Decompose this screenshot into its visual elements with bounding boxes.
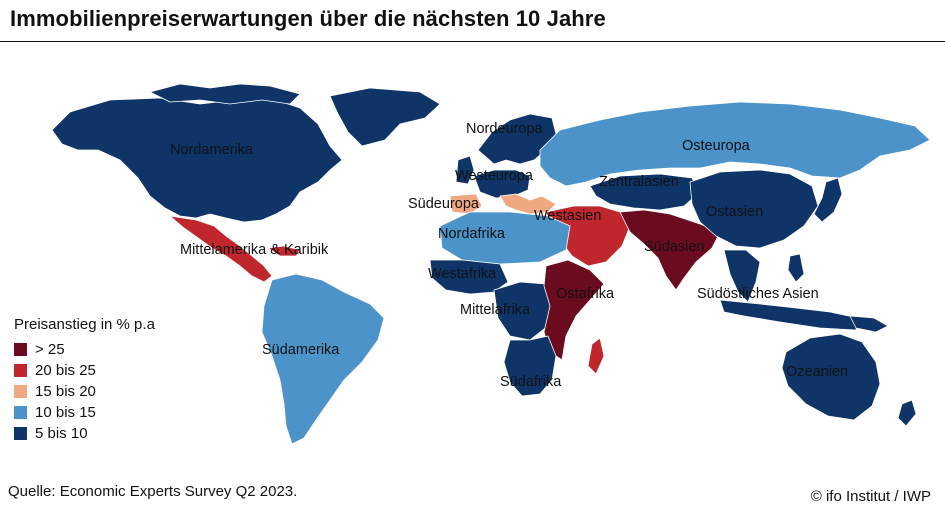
label-mittelamerika: Mittelamerika & Karibik <box>180 242 329 258</box>
legend-item: > 25 <box>14 339 155 360</box>
legend-label: 5 bis 10 <box>35 425 88 442</box>
region-greenland[interactable] <box>329 87 441 147</box>
page-title: Immobilienpreiserwartungen über die näch… <box>10 6 606 31</box>
legend-swatch <box>14 343 27 356</box>
world-map: Nordamerika Mittelamerika & Karibik Süda… <box>51 83 931 445</box>
source-note: Quelle: Economic Experts Survey Q2 2023. <box>8 483 298 500</box>
label-suedeuropa: Südeuropa <box>408 196 480 212</box>
region-westeuropa[interactable] <box>473 169 531 199</box>
region-osteuropa[interactable] <box>539 101 931 187</box>
region-japan[interactable] <box>813 177 843 223</box>
region-suedafrika[interactable] <box>503 335 557 397</box>
region-suedasien[interactable] <box>619 209 721 291</box>
label-nordeuropa: Nordeuropa <box>466 121 544 137</box>
region-ostasien[interactable] <box>689 169 819 249</box>
label-ozeanien: Ozeanien <box>786 364 848 380</box>
region-zentralasien[interactable] <box>589 173 701 211</box>
region-mittelamerika[interactable] <box>169 215 273 283</box>
region-suedeuropa[interactable] <box>499 193 557 215</box>
legend-swatch <box>14 427 27 440</box>
region-arctic-islands[interactable] <box>149 83 301 105</box>
legend-label: 20 bis 25 <box>35 362 96 379</box>
legend-title: Preisanstieg in % p.a <box>14 316 155 333</box>
legend-label: 10 bis 15 <box>35 404 96 421</box>
region-suedeuropa-iberia[interactable] <box>449 193 483 215</box>
region-caribbean[interactable] <box>267 245 301 257</box>
copyright-note: © ifo Institut / IWP <box>810 488 931 505</box>
label-suedasien: Südasien <box>644 239 704 255</box>
label-suedamerika: Südamerika <box>262 342 340 358</box>
legend-item: 10 bis 15 <box>14 402 155 423</box>
label-nordafrika: Nordafrika <box>438 226 506 242</box>
region-suedostasien-islands[interactable] <box>719 299 859 331</box>
label-suedafrika: Südafrika <box>500 374 562 390</box>
legend-label: > 25 <box>35 341 65 358</box>
region-nordafrika[interactable] <box>439 211 571 265</box>
legend-swatch <box>14 364 27 377</box>
label-suedostasien: Südöstliches Asien <box>697 286 819 302</box>
label-zentralasien: Zentralasien <box>599 174 679 190</box>
label-osteuropa: Osteuropa <box>682 138 751 154</box>
label-ostasien: Ostasien <box>706 204 763 220</box>
region-new-zealand[interactable] <box>897 399 917 427</box>
region-ozeanien[interactable] <box>781 333 881 421</box>
legend-item: 15 bis 20 <box>14 381 155 402</box>
legend-swatch <box>14 385 27 398</box>
label-westasien: Westasien <box>534 208 601 224</box>
legend-label: 15 bis 20 <box>35 383 96 400</box>
label-nordamerika: Nordamerika <box>170 142 254 158</box>
region-ostafrika[interactable] <box>543 259 605 361</box>
region-philippines[interactable] <box>787 253 805 283</box>
region-uk-ireland[interactable] <box>455 155 475 185</box>
legend-item: 20 bis 25 <box>14 360 155 381</box>
region-suedamerika[interactable] <box>261 273 385 445</box>
legend-item: 5 bis 10 <box>14 423 155 444</box>
label-westeuropa: Westeuropa <box>455 168 534 184</box>
label-mittelafrika: Mittelafrika <box>460 302 531 318</box>
region-madagascar[interactable] <box>587 337 605 375</box>
region-suedostasien[interactable] <box>723 249 761 303</box>
title-divider <box>0 41 945 42</box>
legend-swatch <box>14 406 27 419</box>
label-ostafrika: Ostafrika <box>556 286 615 302</box>
region-png[interactable] <box>849 315 889 333</box>
label-westafrika: Westafrika <box>428 266 497 282</box>
region-nordamerika[interactable] <box>51 97 343 223</box>
map-legend: Preisanstieg in % p.a > 25 20 bis 25 15 … <box>14 316 155 444</box>
